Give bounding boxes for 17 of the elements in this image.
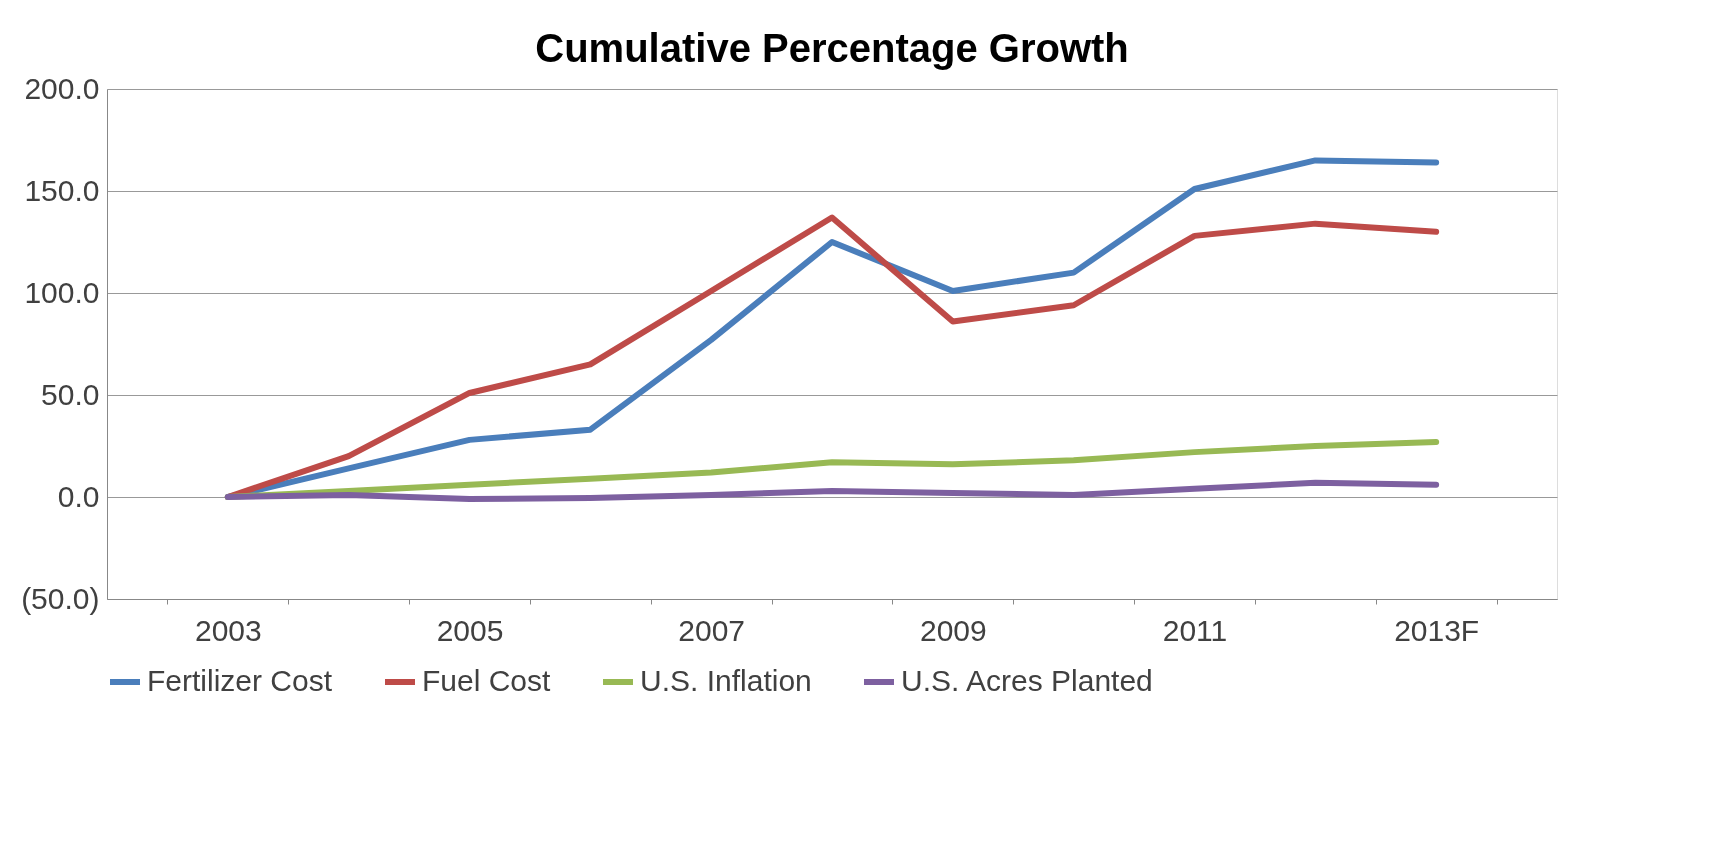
x-tick-label: 2007 bbox=[678, 613, 746, 647]
chart-title: Cumulative Percentage Growth bbox=[535, 26, 1129, 70]
x-tick-label: 2003 bbox=[194, 613, 262, 647]
y-tick-label: 50.0 bbox=[41, 377, 100, 411]
legend-label: U.S. Acres Planted bbox=[901, 664, 1153, 697]
y-tick-label: 0.0 bbox=[57, 479, 100, 513]
legend-label: Fuel Cost bbox=[422, 664, 552, 697]
x-tick-label: 2013F bbox=[1394, 613, 1480, 647]
x-tick-label: 2011 bbox=[1162, 613, 1228, 647]
y-tick-label: 100.0 bbox=[24, 275, 100, 309]
y-tick-label: (50.0) bbox=[21, 581, 100, 615]
x-tick-label: 2009 bbox=[919, 613, 987, 647]
legend-label: Fertilizer Cost bbox=[147, 664, 333, 697]
x-tick-label: 2005 bbox=[436, 613, 504, 647]
legend-label: U.S. Inflation bbox=[640, 664, 812, 697]
y-tick-label: 150.0 bbox=[24, 173, 100, 207]
y-tick-label: 200.0 bbox=[24, 71, 100, 105]
